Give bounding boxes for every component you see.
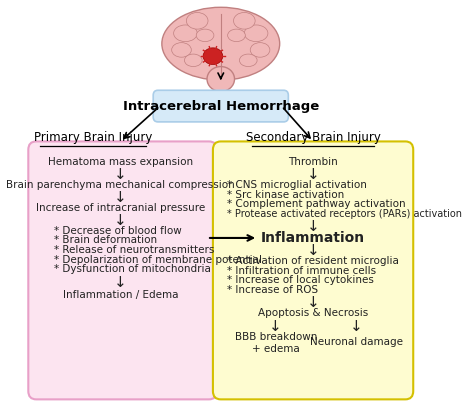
Text: ↓: ↓ [114, 275, 127, 290]
Ellipse shape [203, 48, 223, 64]
Text: Apoptosis & Necrosis: Apoptosis & Necrosis [258, 308, 368, 318]
Text: Inflammation / Edema: Inflammation / Edema [63, 290, 178, 300]
Ellipse shape [244, 25, 268, 42]
Text: * Src kinase activation: * Src kinase activation [227, 190, 344, 200]
Text: BBB breakdown
+ edema: BBB breakdown + edema [235, 332, 317, 354]
Text: Neuronal damage: Neuronal damage [310, 337, 403, 347]
Text: * Infiltration of immune cells: * Infiltration of immune cells [227, 266, 376, 276]
Text: Increase of intracranial pressure: Increase of intracranial pressure [36, 203, 205, 213]
Text: ↓: ↓ [307, 219, 319, 234]
Text: * Increase of local cytokines: * Increase of local cytokines [227, 275, 374, 285]
Text: ↓: ↓ [114, 213, 127, 228]
Ellipse shape [207, 67, 235, 92]
Text: Hematoma mass expansion: Hematoma mass expansion [48, 157, 193, 167]
FancyBboxPatch shape [213, 141, 413, 399]
Ellipse shape [239, 54, 257, 67]
Text: ↓: ↓ [269, 319, 282, 334]
Text: * Increase of ROS: * Increase of ROS [227, 285, 318, 295]
Text: ↓: ↓ [114, 167, 127, 182]
Text: Thrombin: Thrombin [288, 157, 338, 167]
Text: * Release of neurotransmitters: * Release of neurotransmitters [54, 245, 214, 255]
Ellipse shape [234, 12, 255, 29]
Text: ↓: ↓ [307, 295, 319, 310]
Text: ↓: ↓ [307, 243, 319, 258]
FancyBboxPatch shape [28, 141, 217, 399]
Text: * Activation of resident microglia: * Activation of resident microglia [227, 256, 399, 266]
Text: Brain parenchyma mechanical compression: Brain parenchyma mechanical compression [6, 180, 235, 190]
Ellipse shape [184, 54, 202, 67]
Ellipse shape [250, 42, 270, 57]
Ellipse shape [172, 42, 191, 57]
Text: Inflammation: Inflammation [261, 231, 365, 245]
Text: Primary Brain Injury: Primary Brain Injury [34, 131, 152, 144]
Ellipse shape [228, 29, 246, 42]
Text: ↓: ↓ [307, 167, 319, 182]
Ellipse shape [173, 25, 197, 42]
Text: Intracerebral Hemorrhage: Intracerebral Hemorrhage [123, 99, 319, 113]
Text: * CNS microglial activation: * CNS microglial activation [227, 180, 366, 190]
Ellipse shape [196, 29, 214, 42]
FancyBboxPatch shape [153, 90, 288, 122]
Text: Secondary Brain Injury: Secondary Brain Injury [246, 131, 381, 144]
Text: * Complement pathway activation: * Complement pathway activation [227, 199, 405, 209]
Ellipse shape [186, 12, 208, 29]
Ellipse shape [162, 7, 280, 80]
Text: * Brain deformation: * Brain deformation [54, 235, 157, 245]
Text: ↓: ↓ [350, 319, 363, 334]
Text: * Depolarization of membrane potential: * Depolarization of membrane potential [54, 255, 262, 265]
Text: ↓: ↓ [114, 190, 127, 205]
Text: * Protease activated receptors (PARs) activation: * Protease activated receptors (PARs) ac… [227, 209, 462, 219]
Text: * Dysfunction of mitochondria: * Dysfunction of mitochondria [54, 264, 211, 274]
Text: * Decrease of blood flow: * Decrease of blood flow [54, 226, 182, 236]
